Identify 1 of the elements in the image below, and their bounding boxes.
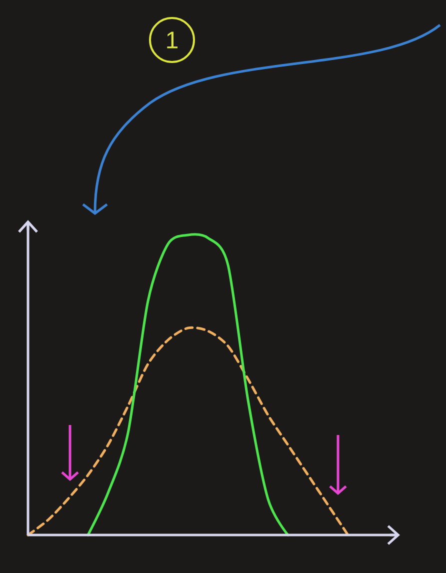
text: 1 [167, 32, 178, 48]
